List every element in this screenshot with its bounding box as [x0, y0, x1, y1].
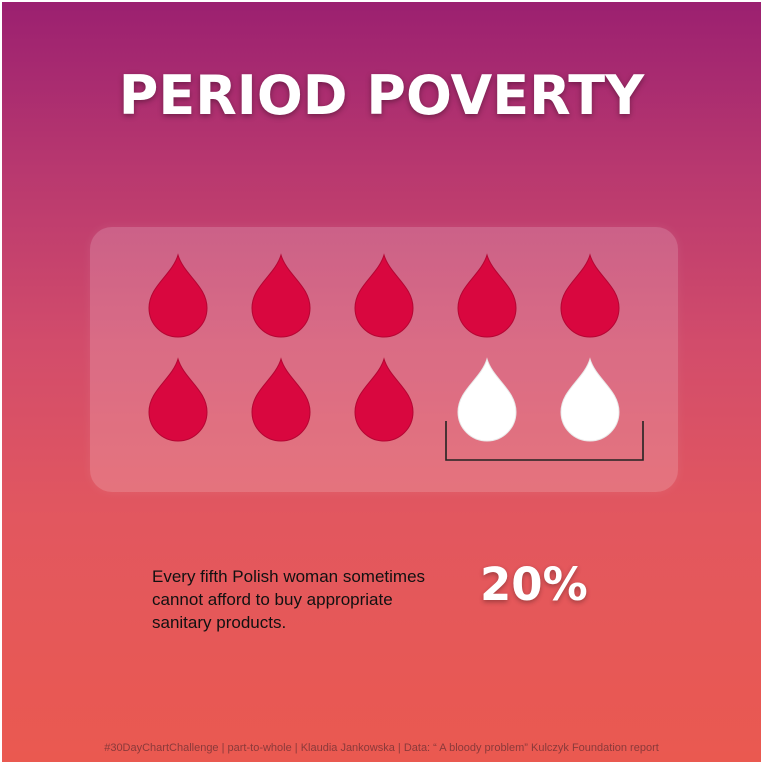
blood-drop-icon — [457, 253, 517, 338]
blood-drop-icon — [148, 357, 208, 442]
blood-drop-icon-highlighted — [457, 357, 517, 442]
footer-credits: #30DayChartChallenge | part-to-whole | K… — [104, 742, 659, 754]
blood-drop-icon — [560, 253, 620, 338]
statement-line: sanitary products. — [152, 613, 287, 632]
page-title: PERIOD POVERTY — [118, 64, 645, 127]
statement-value: 20% — [480, 558, 588, 611]
blood-drop-icon — [354, 253, 414, 338]
blood-drop-icon — [251, 253, 311, 338]
blood-drop-icon — [148, 253, 208, 338]
statement-line: Every fifth Polish woman sometimes — [152, 567, 426, 586]
blood-drop-icon — [354, 357, 414, 442]
statement-line: cannot afford to buy appropriate — [152, 590, 393, 609]
blood-drop-icon — [251, 357, 311, 442]
statement-text: Every fifth Polish woman sometimes canno… — [152, 565, 482, 634]
blood-drop-icon-highlighted — [560, 357, 620, 442]
highlight-bracket — [445, 421, 644, 461]
